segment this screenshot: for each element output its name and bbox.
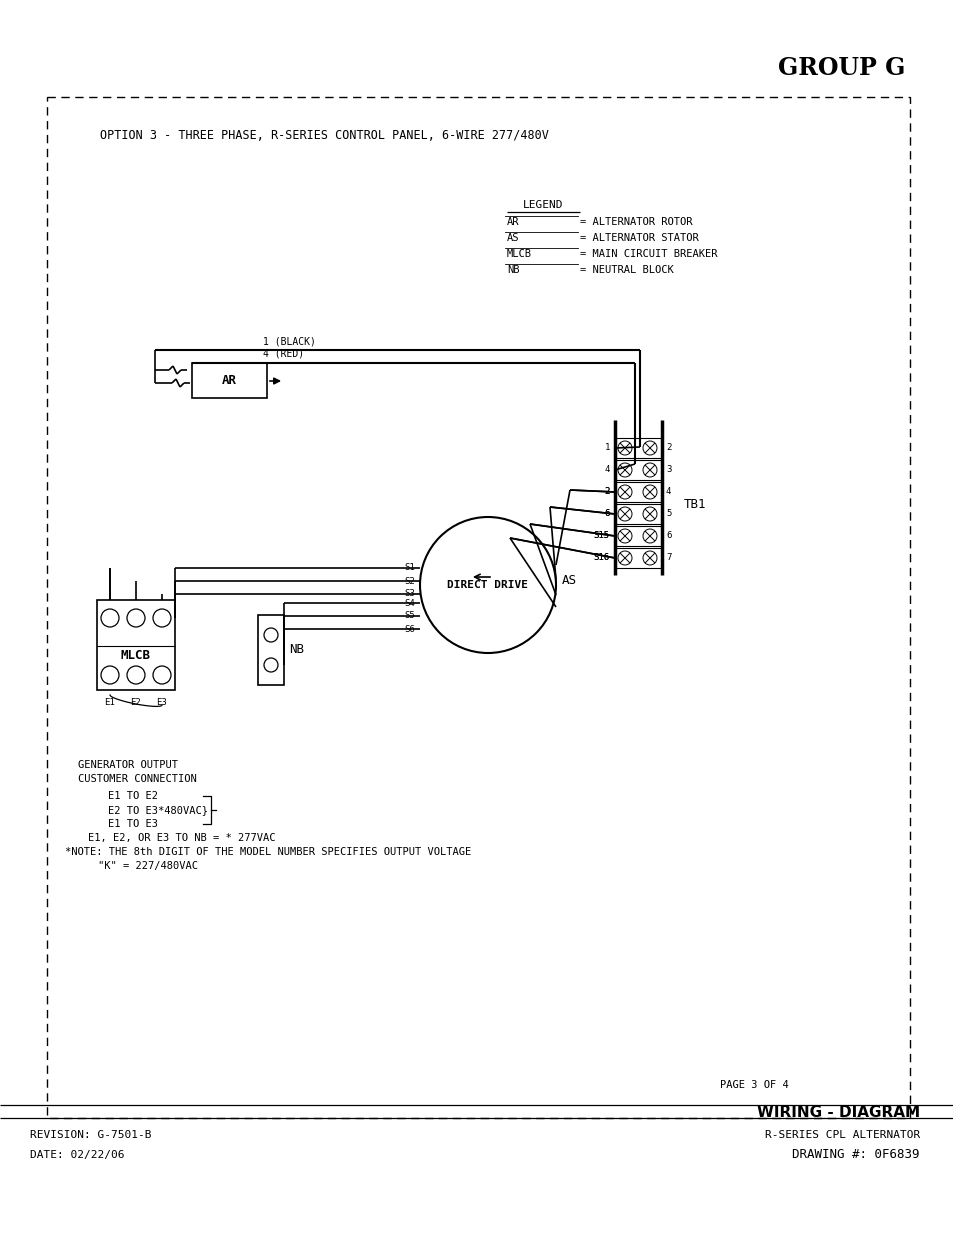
Text: 4 (RED): 4 (RED) xyxy=(263,348,304,358)
Bar xyxy=(615,438,661,458)
Text: = ALTERNATOR ROTOR: = ALTERNATOR ROTOR xyxy=(579,217,692,227)
Text: E1: E1 xyxy=(105,698,115,706)
Text: S15: S15 xyxy=(594,531,609,541)
Text: MLCB: MLCB xyxy=(121,650,151,662)
Circle shape xyxy=(127,609,145,627)
Text: E1, E2, OR E3 TO NB = * 277VAC: E1, E2, OR E3 TO NB = * 277VAC xyxy=(88,832,275,844)
Circle shape xyxy=(127,666,145,684)
Text: E2: E2 xyxy=(131,698,141,706)
Text: = MAIN CIRCUIT BREAKER: = MAIN CIRCUIT BREAKER xyxy=(579,249,717,259)
Text: CUSTOMER CONNECTION: CUSTOMER CONNECTION xyxy=(78,774,196,784)
Text: 6: 6 xyxy=(604,510,609,519)
Bar xyxy=(97,600,174,690)
Circle shape xyxy=(642,529,657,543)
Text: MLCB: MLCB xyxy=(506,249,532,259)
Text: AR: AR xyxy=(506,217,519,227)
Text: PAGE 3 OF 4: PAGE 3 OF 4 xyxy=(720,1079,788,1091)
Bar xyxy=(192,363,267,398)
Circle shape xyxy=(618,551,631,564)
Text: S5: S5 xyxy=(404,611,415,620)
Circle shape xyxy=(264,658,277,672)
Text: NB: NB xyxy=(289,643,304,657)
Text: REVISION: G-7501-B: REVISION: G-7501-B xyxy=(30,1130,152,1140)
Text: E3: E3 xyxy=(156,698,167,706)
Text: 2: 2 xyxy=(604,488,609,496)
Text: OPTION 3 - THREE PHASE, R-SERIES CONTROL PANEL, 6-WIRE 277/480V: OPTION 3 - THREE PHASE, R-SERIES CONTROL… xyxy=(100,128,548,142)
Circle shape xyxy=(618,529,631,543)
Circle shape xyxy=(152,609,171,627)
Text: 4: 4 xyxy=(604,466,609,474)
Circle shape xyxy=(152,666,171,684)
Text: E1 TO E2: E1 TO E2 xyxy=(108,790,158,802)
Text: TB1: TB1 xyxy=(683,498,706,510)
Text: AS: AS xyxy=(561,573,577,587)
Text: NB: NB xyxy=(506,266,519,275)
Text: DATE: 02/22/06: DATE: 02/22/06 xyxy=(30,1150,125,1160)
Text: DIRECT DRIVE: DIRECT DRIVE xyxy=(447,580,528,590)
Text: 1 (BLACK): 1 (BLACK) xyxy=(263,336,315,346)
Text: E2 TO E3*480VAC}: E2 TO E3*480VAC} xyxy=(108,805,208,815)
Text: 4: 4 xyxy=(665,488,671,496)
Text: = ALTERNATOR STATOR: = ALTERNATOR STATOR xyxy=(579,233,698,243)
Text: 3: 3 xyxy=(665,466,671,474)
Circle shape xyxy=(642,508,657,521)
Text: "K" = 227/480VAC: "K" = 227/480VAC xyxy=(98,861,198,871)
Circle shape xyxy=(642,441,657,454)
Text: 2: 2 xyxy=(604,488,609,496)
Bar xyxy=(257,615,284,685)
Circle shape xyxy=(419,517,556,653)
Circle shape xyxy=(618,508,631,521)
Bar xyxy=(615,482,661,501)
Text: R-SERIES CPL ALTERNATOR: R-SERIES CPL ALTERNATOR xyxy=(764,1130,919,1140)
Text: S2: S2 xyxy=(404,577,415,585)
Circle shape xyxy=(101,666,119,684)
Text: GENERATOR OUTPUT: GENERATOR OUTPUT xyxy=(78,760,178,769)
Text: DRAWING #: 0F6839: DRAWING #: 0F6839 xyxy=(792,1149,919,1161)
Text: WIRING - DIAGRAM: WIRING - DIAGRAM xyxy=(756,1105,919,1120)
Text: = NEUTRAL BLOCK: = NEUTRAL BLOCK xyxy=(579,266,673,275)
Text: AR: AR xyxy=(221,374,236,388)
Text: GROUP G: GROUP G xyxy=(777,56,904,80)
Text: S16: S16 xyxy=(594,553,609,562)
Bar xyxy=(615,504,661,524)
Text: LEGEND: LEGEND xyxy=(522,200,562,210)
Circle shape xyxy=(618,463,631,477)
Text: 6: 6 xyxy=(604,510,609,519)
Text: *NOTE: THE 8th DIGIT OF THE MODEL NUMBER SPECIFIES OUTPUT VOLTAGE: *NOTE: THE 8th DIGIT OF THE MODEL NUMBER… xyxy=(65,847,471,857)
Bar xyxy=(47,98,909,1118)
Text: 5: 5 xyxy=(665,510,671,519)
Circle shape xyxy=(101,609,119,627)
Bar xyxy=(615,548,661,568)
Text: S4: S4 xyxy=(404,599,415,608)
Circle shape xyxy=(264,629,277,642)
Circle shape xyxy=(618,485,631,499)
Circle shape xyxy=(618,441,631,454)
Circle shape xyxy=(642,551,657,564)
Text: S16: S16 xyxy=(594,553,609,562)
Text: 2: 2 xyxy=(665,443,671,452)
Text: 1: 1 xyxy=(604,443,609,452)
Text: 6: 6 xyxy=(665,531,671,541)
Text: S6: S6 xyxy=(404,625,415,634)
Bar xyxy=(615,459,661,480)
Text: S3: S3 xyxy=(404,589,415,599)
Text: S15: S15 xyxy=(594,531,609,541)
Text: AS: AS xyxy=(506,233,519,243)
Bar xyxy=(615,526,661,546)
Text: E1 TO E3: E1 TO E3 xyxy=(108,819,158,829)
Circle shape xyxy=(642,485,657,499)
Circle shape xyxy=(642,463,657,477)
Text: 7: 7 xyxy=(665,553,671,562)
Text: S1: S1 xyxy=(404,563,415,573)
